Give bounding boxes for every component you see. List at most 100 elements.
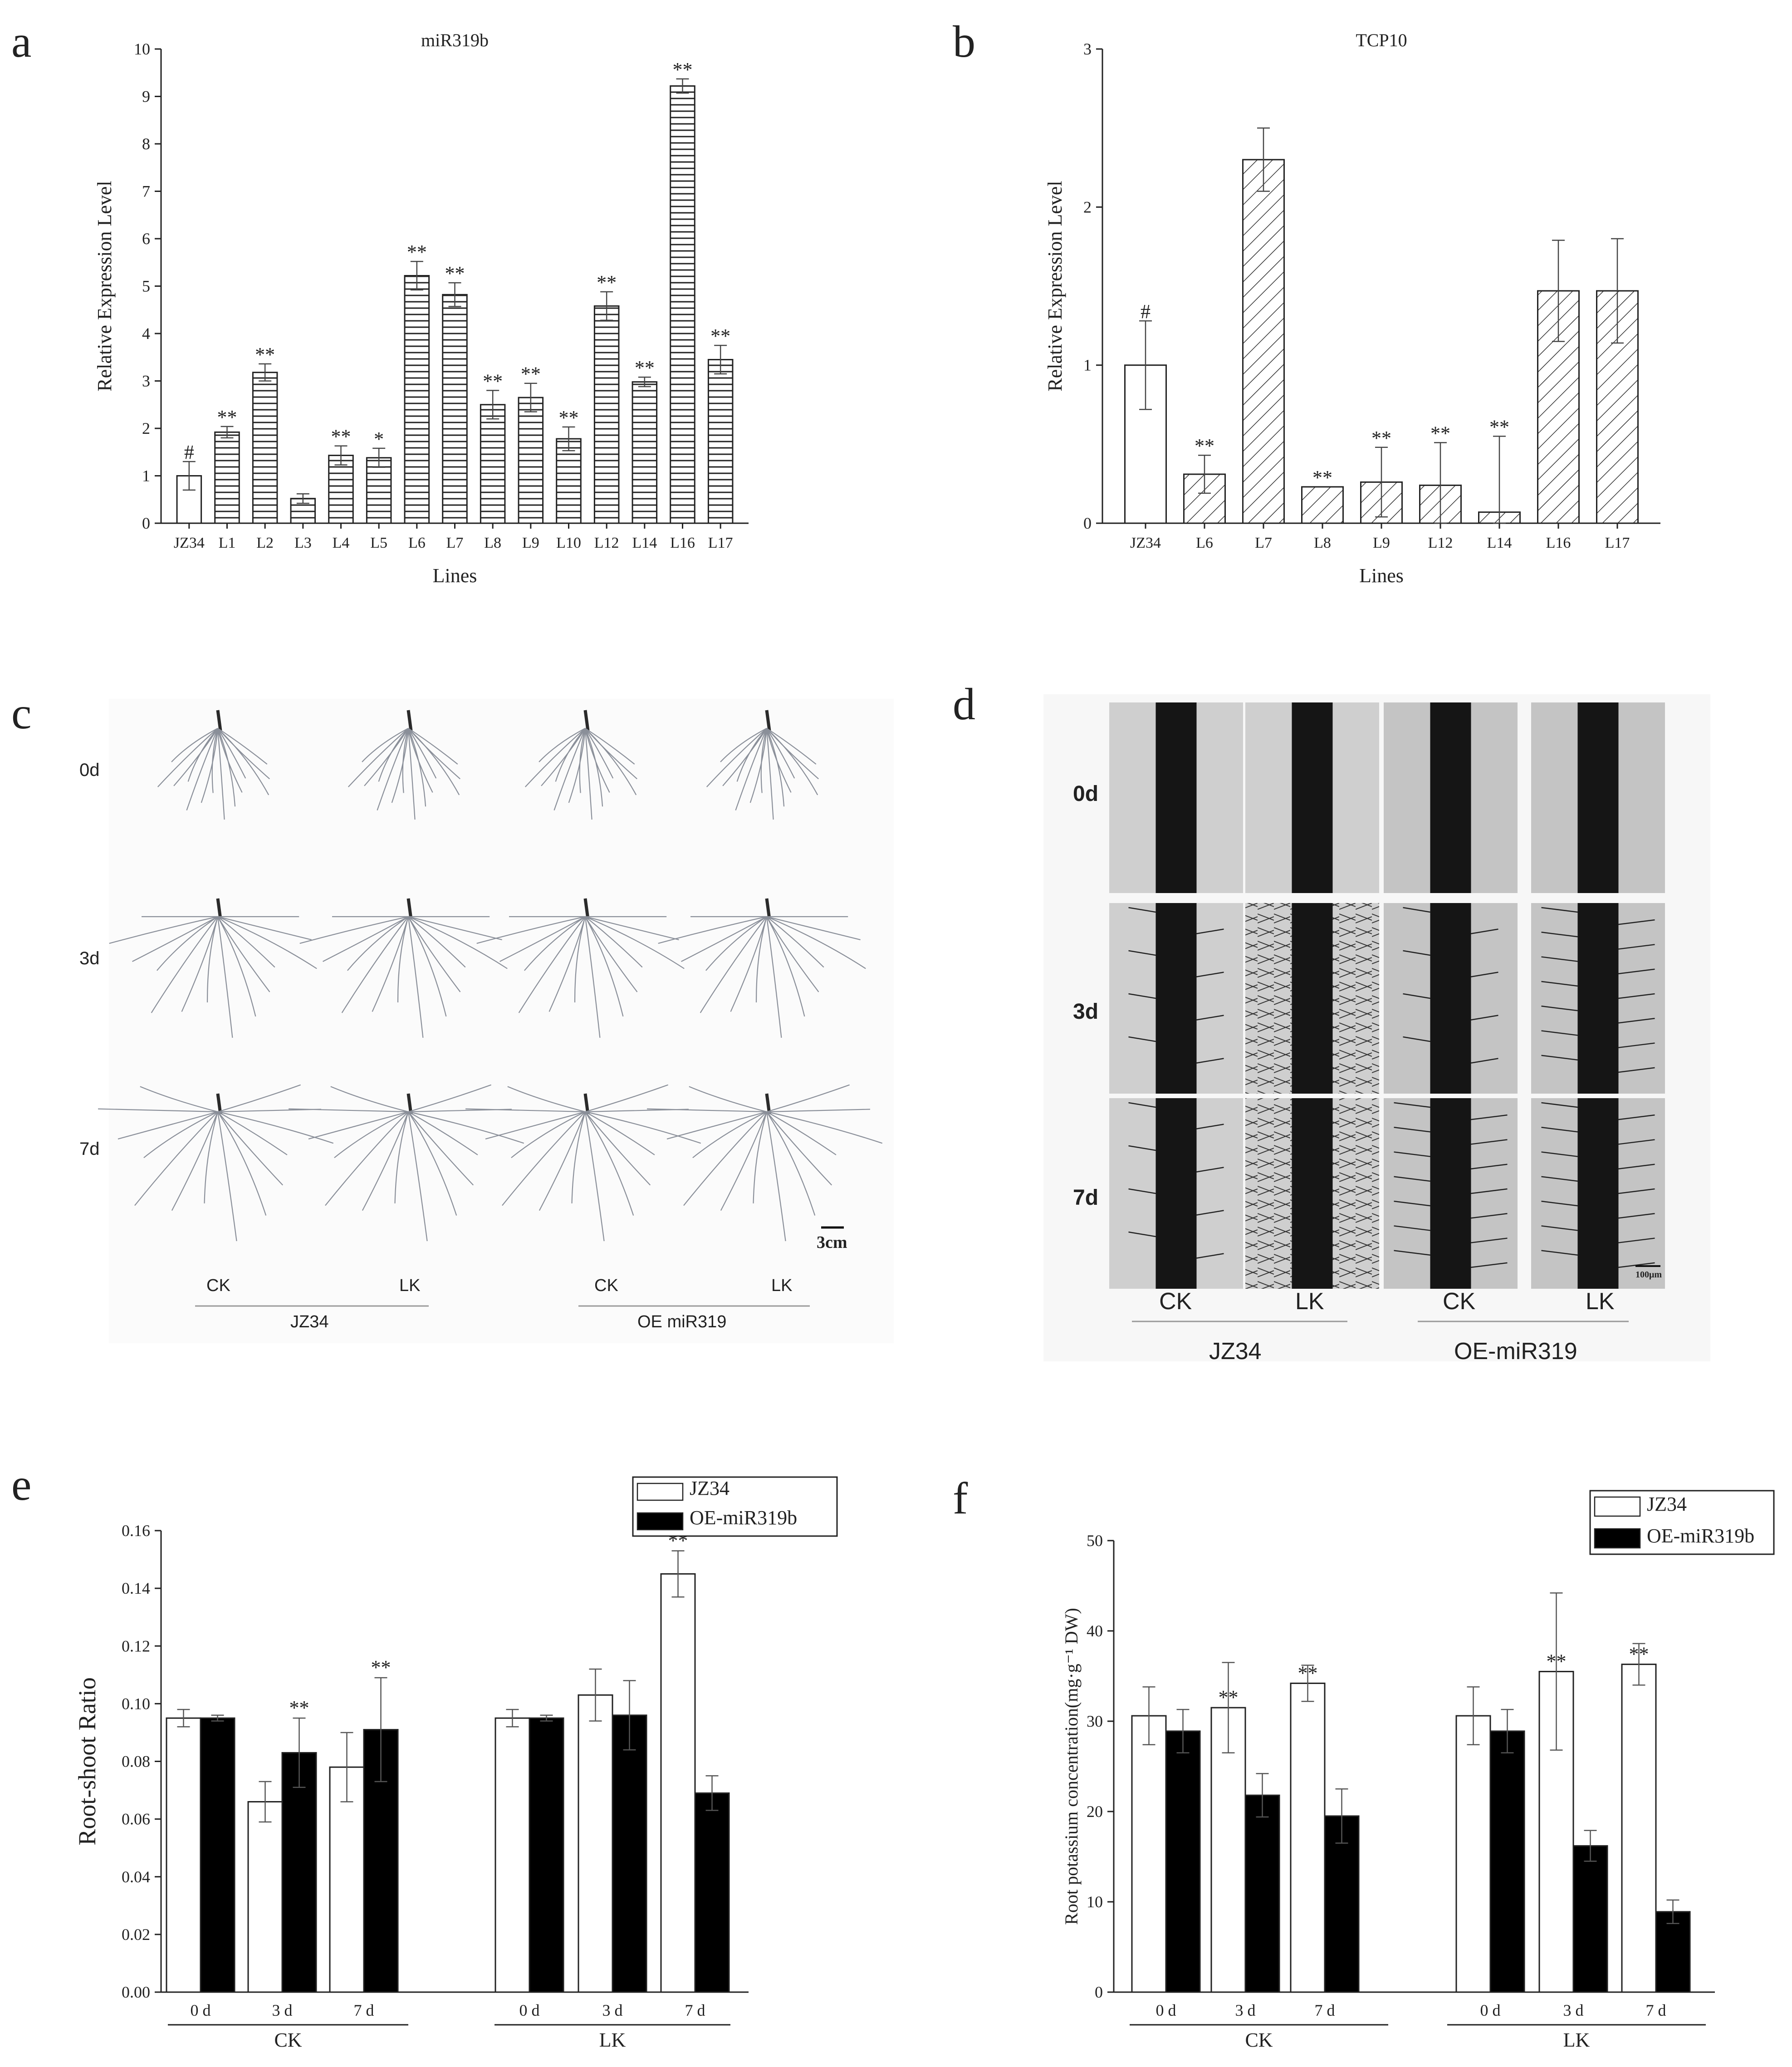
root-strand <box>585 1111 634 1216</box>
root-strand <box>730 916 768 1012</box>
legend-label-0: JZ34 <box>690 1477 730 1499</box>
root-stem <box>406 710 413 731</box>
root-hair <box>1541 1176 1578 1182</box>
root-strand <box>539 1111 586 1211</box>
x-tick-label: L17 <box>708 535 733 551</box>
root-hair <box>1128 1231 1156 1237</box>
bar-jz34-0 <box>1131 1715 1167 1993</box>
bar-L17 <box>707 358 734 524</box>
bar-jz34-1 <box>1210 1707 1246 1993</box>
root-hair <box>1196 972 1224 977</box>
root-hair <box>1471 1114 1508 1120</box>
root-hair <box>1394 1225 1430 1231</box>
root-hair <box>1541 981 1578 987</box>
root-stem <box>583 710 590 731</box>
significance-mark: ** <box>559 407 579 429</box>
root-strand <box>584 728 603 807</box>
root-strand <box>206 916 219 1003</box>
y-tick-label: 0.14 <box>122 1579 150 1597</box>
y-axis-title: Relative Expression Level <box>93 181 116 391</box>
y-axis-title: Relative Expression Level <box>1044 181 1066 391</box>
root-hair <box>1541 1102 1578 1108</box>
significance-mark: ** <box>1547 1650 1567 1673</box>
bar-jz34-1 <box>247 1801 283 1993</box>
root-strand <box>348 728 409 787</box>
root-stem <box>406 898 413 919</box>
root-strand <box>585 728 637 780</box>
legend-swatch-1 <box>637 1512 684 1531</box>
bar-oe-1 <box>1244 1794 1280 1993</box>
significance-mark: ** <box>483 370 503 392</box>
x-tick-label: L7 <box>1255 535 1272 551</box>
root-strand <box>173 728 218 786</box>
root-strand <box>766 728 819 780</box>
significance-mark: ** <box>1219 1686 1239 1709</box>
y-tick-label: 0.16 <box>122 1522 150 1540</box>
root-strand <box>217 916 317 969</box>
d-col-label-lk-1: LK <box>1295 1288 1324 1315</box>
root-strand <box>394 1111 409 1203</box>
c-col-label-lk-1: LK <box>399 1276 420 1295</box>
y-tick-label: 0.12 <box>122 1637 150 1655</box>
root-strand <box>151 916 218 1013</box>
root-strand <box>584 1111 605 1242</box>
c-group-label-jz34: JZ34 <box>290 1312 328 1331</box>
root-strand <box>735 728 768 811</box>
root-strand <box>766 728 795 779</box>
bar-jz34-5 <box>1621 1664 1657 1993</box>
root-strand <box>217 916 233 1038</box>
d-scale-label: 100μm <box>1635 1270 1662 1280</box>
x-tick-label: 7 d <box>1646 2001 1666 2019</box>
x-tick-label: L9 <box>1373 535 1390 551</box>
root-strand <box>171 1111 219 1211</box>
bar-oe-3 <box>1489 1730 1525 1993</box>
root-strand <box>181 916 219 1012</box>
root-strand <box>766 916 866 969</box>
root-strand <box>362 1111 409 1211</box>
root-hair <box>1618 993 1655 999</box>
root-stem <box>216 898 222 919</box>
bar-L8 <box>1301 486 1344 524</box>
bar-jz34-3 <box>495 1717 530 1993</box>
root-body <box>1155 1098 1197 1289</box>
root-strand <box>524 728 586 787</box>
chart-e-root-shoot-ratio: 0.00 0.02 0.04 0.06 0.08 0.10 0.12 0.14 0.16 0 d *… <box>73 1476 838 2051</box>
root-strand <box>143 1111 218 1159</box>
x-tick-label: 0 d <box>519 2001 540 2019</box>
root-strand <box>524 916 586 971</box>
panel-c-background <box>109 699 894 1343</box>
y-tick-label: 8 <box>142 135 150 153</box>
root-strand <box>753 1111 768 1203</box>
root-hair <box>1471 1237 1508 1243</box>
y-tick-label: 3 <box>142 372 150 390</box>
root-body <box>1292 903 1333 1094</box>
x-tick-label: L4 <box>333 535 350 551</box>
root-strand <box>705 916 767 971</box>
bar-L9 <box>518 397 544 524</box>
significance-mark: ** <box>255 344 275 366</box>
root-strand <box>109 916 218 944</box>
root-body <box>1292 702 1333 893</box>
root-strand <box>217 916 270 992</box>
root-strand <box>766 916 861 940</box>
root-strand <box>736 728 767 782</box>
legend-label-0: JZ34 <box>1647 1493 1687 1515</box>
root-hair <box>1403 907 1430 913</box>
root-strand <box>720 728 767 762</box>
root-hair <box>1394 1127 1430 1133</box>
panel-letter-a: a <box>11 16 31 67</box>
panel-letter-c: c <box>11 688 31 738</box>
root-strand <box>700 916 767 1013</box>
bar-L2 <box>252 372 278 524</box>
root-strand <box>217 1111 267 1216</box>
root-strand <box>518 916 586 1013</box>
root-hair <box>1618 1237 1655 1243</box>
root-strand <box>407 728 433 793</box>
root-strand <box>658 916 767 944</box>
root-strand <box>555 728 586 782</box>
d-row-label-0d: 0d <box>1073 782 1098 806</box>
root-strand <box>211 728 219 793</box>
root-strand <box>465 1108 586 1113</box>
bar-oe-4 <box>1572 1845 1608 1993</box>
panel-letter-f: f <box>953 1473 968 1523</box>
